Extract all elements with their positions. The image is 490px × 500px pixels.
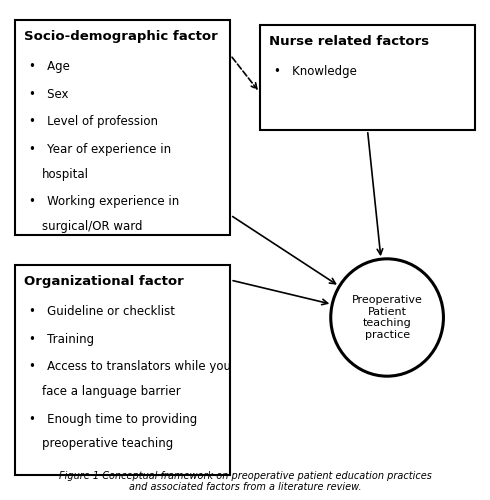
Text: surgical/OR ward: surgical/OR ward: [42, 220, 142, 233]
Text: •   Sex: • Sex: [29, 88, 69, 101]
Text: •   Knowledge: • Knowledge: [274, 65, 357, 78]
Text: preoperative teaching: preoperative teaching: [42, 438, 173, 450]
Text: •   Year of experience in: • Year of experience in: [29, 142, 172, 156]
Text: •   Guideline or checklist: • Guideline or checklist: [29, 305, 175, 318]
Text: •   Level of profession: • Level of profession: [29, 115, 158, 128]
FancyBboxPatch shape: [15, 20, 230, 235]
Text: •   Enough time to providing: • Enough time to providing: [29, 412, 197, 426]
Text: •   Training: • Training: [29, 332, 95, 345]
Text: •   Working experience in: • Working experience in: [29, 195, 180, 208]
Text: face a language barrier: face a language barrier: [42, 385, 180, 398]
Text: Preoperative
Patient
teaching
practice: Preoperative Patient teaching practice: [352, 295, 422, 340]
FancyBboxPatch shape: [260, 25, 475, 130]
Text: Socio-demographic factor: Socio-demographic factor: [24, 30, 217, 43]
Text: •   Age: • Age: [29, 60, 70, 73]
Text: Figure 1 Conceptual framework on preoperative patient education practices
and as: Figure 1 Conceptual framework on preoper…: [59, 471, 431, 492]
Text: hospital: hospital: [42, 168, 89, 180]
FancyBboxPatch shape: [15, 265, 230, 475]
Text: Nurse related factors: Nurse related factors: [269, 35, 429, 48]
Text: Organizational factor: Organizational factor: [24, 275, 183, 288]
Text: •   Access to translators while you: • Access to translators while you: [29, 360, 231, 373]
